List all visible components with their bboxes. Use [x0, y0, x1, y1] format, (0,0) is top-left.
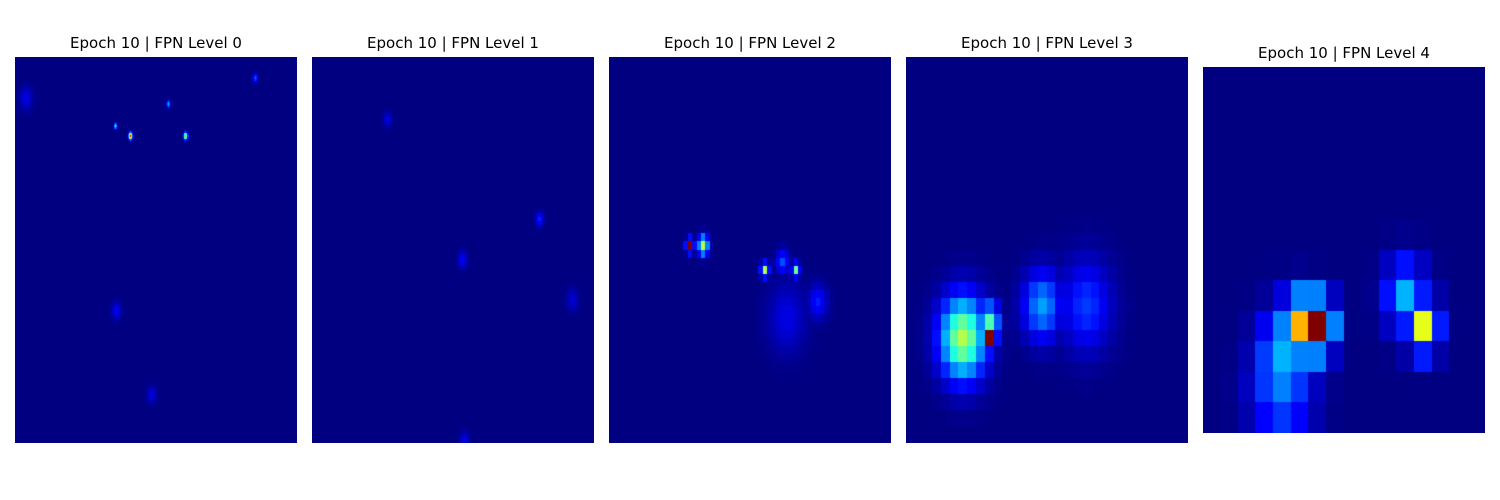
heatmap-level-4: [1203, 67, 1485, 433]
panel-title-level-0: Epoch 10 | FPN Level 0: [70, 34, 242, 52]
heatmap-level-3: [906, 57, 1188, 443]
heatmap-level-2: [609, 57, 891, 443]
panel-title-level-2: Epoch 10 | FPN Level 2: [664, 34, 836, 52]
heatmap-level-0: [15, 57, 297, 443]
panel-title-level-4: Epoch 10 | FPN Level 4: [1258, 44, 1430, 62]
panel-title-level-1: Epoch 10 | FPN Level 1: [367, 34, 539, 52]
panel-title-level-3: Epoch 10 | FPN Level 3: [961, 34, 1133, 52]
heatmap-level-1: [312, 57, 594, 443]
